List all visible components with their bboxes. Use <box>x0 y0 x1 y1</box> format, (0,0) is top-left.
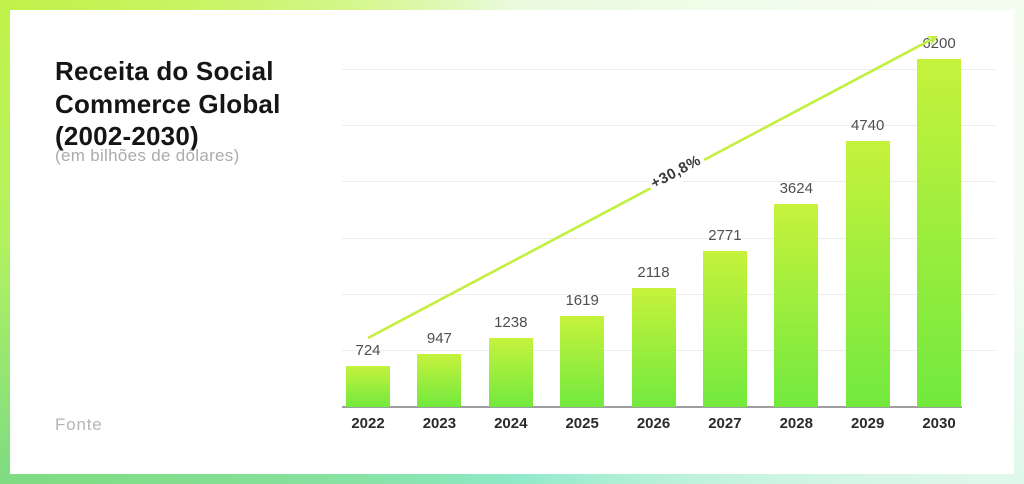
x-tick-label: 2027 <box>708 415 742 432</box>
gridline <box>342 69 995 71</box>
bar-2029 <box>845 140 890 407</box>
bar-2027 <box>702 251 747 407</box>
value-label: 947 <box>426 329 452 347</box>
gridline <box>342 181 995 183</box>
value-label: 2771 <box>708 227 742 245</box>
bar-2025 <box>560 316 605 407</box>
bar-2022 <box>346 366 390 407</box>
x-tick-label: 2029 <box>850 415 885 432</box>
plot-area: 724 2022 947 2023 1238 2024 1619 2025 2118 2026 27… <box>342 35 995 432</box>
x-tick-label: 2026 <box>636 415 671 432</box>
value-label: 2118 <box>637 264 670 282</box>
bar-2028 <box>774 203 819 407</box>
title-line-1: Receita do Social <box>55 56 274 87</box>
chart-subtitle-units: (em bilhões de dólares) <box>55 146 240 165</box>
value-label: 1619 <box>565 292 599 310</box>
value-label: 1238 <box>494 313 528 331</box>
x-tick-label: 2028 <box>779 415 813 432</box>
x-tick-label: 2023 <box>422 415 457 432</box>
source-label: Fonte <box>55 415 103 434</box>
title-line-2: Commerce Global <box>55 88 281 119</box>
bar-2026 <box>631 288 676 407</box>
value-label: 3624 <box>779 179 813 197</box>
bar-2023 <box>417 353 462 407</box>
x-tick-label: 2024 <box>494 415 528 432</box>
value-label: 724 <box>355 342 381 360</box>
page-title: Receita do Social Commerce Global (2002-… <box>55 55 325 152</box>
x-tick-label: 2025 <box>565 415 599 432</box>
x-tick-label: 2030 <box>922 415 956 432</box>
gridline <box>342 237 995 239</box>
bar-2030 <box>917 59 961 407</box>
value-label: 6200 <box>922 35 956 52</box>
x-tick-label: 2022 <box>351 415 385 432</box>
value-label: 4740 <box>850 116 885 134</box>
title-line-3: (2002-2030) <box>55 120 199 151</box>
bar-2024 <box>488 337 533 407</box>
x-axis-line <box>342 406 962 408</box>
